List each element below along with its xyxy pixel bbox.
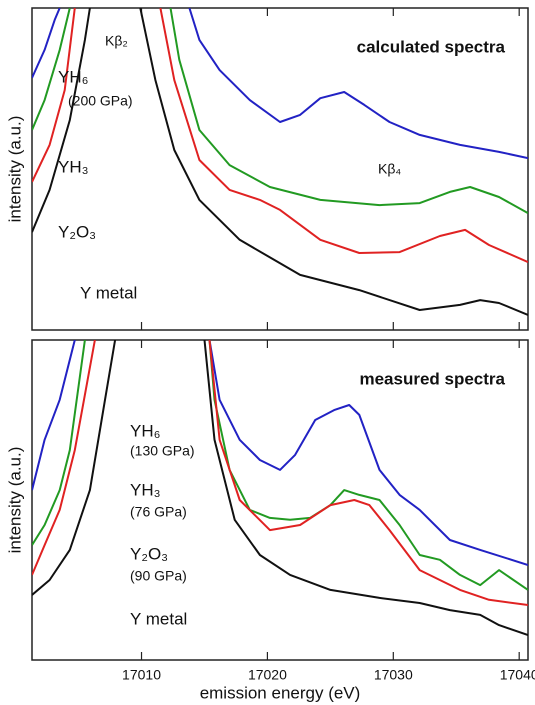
spectrum-line xyxy=(32,340,528,606)
panel: YH₆ (200 GPa) YH₃ Y₂O₃ Y metal calculated spe… xyxy=(5,7,529,331)
annotation: Kβ₂ xyxy=(105,33,128,49)
x-tick-label: 17020 xyxy=(248,667,287,683)
x-tick-label: 17030 xyxy=(374,667,413,683)
spectrum-line xyxy=(32,340,528,566)
y-axis-label: intensity (a.u.) xyxy=(5,116,24,223)
plot-frame xyxy=(31,7,529,331)
spectrum-line xyxy=(32,8,528,264)
series-label: YH₃ xyxy=(130,480,161,499)
series-label: Y₂O₃ xyxy=(58,222,96,241)
y-axis-label: intensity (a.u.) xyxy=(5,447,24,554)
series-label: YH₃ xyxy=(58,157,89,176)
series-pressure: (76 GPa) xyxy=(130,504,187,520)
series-pressure: (200 GPa) xyxy=(68,93,133,109)
x-tick-label: 17010 xyxy=(122,667,161,683)
x-axis-label: emission energy (eV) xyxy=(200,683,361,702)
x-tick-label: 17040 xyxy=(500,667,535,683)
series-label: YH₆ xyxy=(58,67,88,86)
series-label: Y metal xyxy=(80,283,137,302)
series-pressure: (130 GPa) xyxy=(130,443,195,459)
series-label: Y₂O₃ xyxy=(130,544,168,563)
panel-title: calculated spectra xyxy=(357,37,506,56)
spectrum-line xyxy=(32,8,528,214)
spectrum-line xyxy=(32,8,528,160)
series-label: YH₆ xyxy=(130,421,160,440)
annotation: Kβ₄ xyxy=(378,161,401,177)
spectrum-line xyxy=(32,340,528,636)
lines xyxy=(32,340,528,636)
series-label: Y metal xyxy=(130,609,187,628)
plot-frame xyxy=(31,339,529,661)
spectrum-line xyxy=(32,340,528,591)
panel: 17010 17020 17030 17040 YH₆ (130 GPa) YH₃ (76 G… xyxy=(5,339,535,702)
series-pressure: (90 GPa) xyxy=(130,568,187,584)
lines xyxy=(32,8,528,316)
spectrum-line xyxy=(32,8,528,316)
panel-title: measured spectra xyxy=(359,369,505,388)
